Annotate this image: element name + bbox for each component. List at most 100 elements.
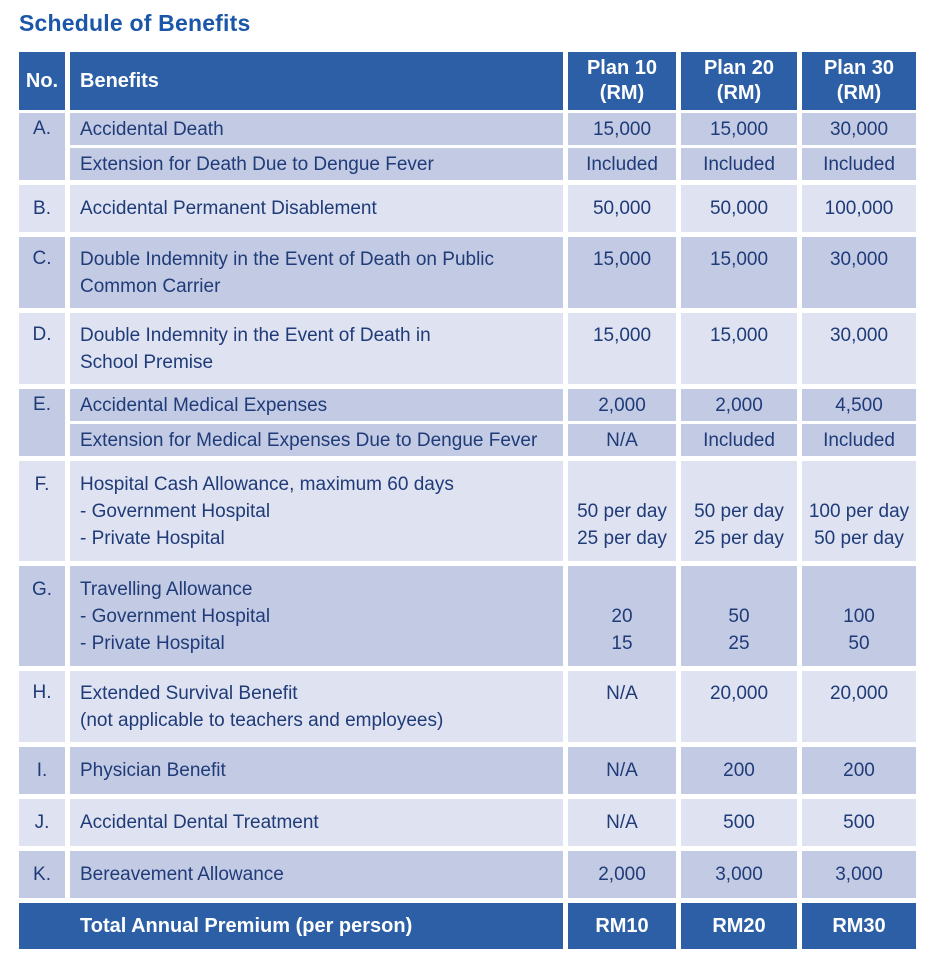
value-cell-plan30: 100 per day 50 per day (802, 461, 916, 561)
value-text: 25 per day (577, 527, 667, 549)
value-text: Included (703, 429, 775, 451)
benefit-text: Physician Benefit (80, 760, 226, 781)
value-text: 15,000 (709, 248, 769, 270)
benefit-text: Accidental Dental Treatment (80, 812, 319, 833)
benefit-text: Hospital Cash Allowance, maximum 60 days (80, 473, 454, 495)
benefit-row: Double Indemnity in the Event of Death o… (70, 237, 916, 308)
value-cell-plan20: 3,000 (681, 851, 797, 898)
value-text (802, 576, 916, 603)
value-text (681, 349, 797, 376)
value-cell-plan30: 30,000 (802, 113, 916, 145)
value-text: 30,000 (829, 248, 889, 270)
benefit-row: Accidental Death 15,000 15,000 30,000 (70, 113, 916, 145)
row-group-k: K. Bereavement Allowance 2,000 3,000 3,000 (19, 851, 916, 898)
row-letter-cell: E. (19, 389, 65, 456)
value-cell-plan20: 50 25 (681, 566, 797, 666)
benefits-table: No. Benefits Plan 10 (RM) Plan 20 (RM) Plan … (19, 52, 916, 949)
benefit-text: Bereavement Allowance (80, 864, 284, 885)
benefit-text: (not applicable to teachers and employee… (80, 709, 444, 731)
row-letter-cell: D. (19, 313, 65, 384)
row-letter: D. (32, 324, 52, 345)
value-text (681, 576, 797, 603)
benefit-row: Extended Survival Benefit (not applicable… (70, 671, 916, 742)
value-text: 2,000 (598, 864, 646, 885)
total-value-plan10: RM10 (568, 903, 676, 949)
value-text: Included (703, 153, 775, 175)
header-plan-text: (RM) (836, 82, 882, 104)
value-cell-plan30: 500 (802, 799, 916, 846)
row-letter: H. (32, 682, 52, 703)
value-text: 25 (728, 632, 750, 654)
value-cell-plan10: N/A (568, 799, 676, 846)
value-text: 50 per day (577, 500, 667, 522)
value-text: 50 per day (694, 500, 784, 522)
total-value-plan20: RM20 (681, 903, 797, 949)
header-benefits-text: Benefits (80, 69, 159, 92)
value-cell-plan20: Included (681, 424, 797, 456)
group-rows: Double Indemnity in the Event of Death o… (70, 237, 916, 308)
value-text: 200 (843, 760, 875, 781)
value-text: 15,000 (592, 248, 652, 270)
table-header-row: No. Benefits Plan 10 (RM) Plan 20 (RM) Plan … (19, 52, 916, 110)
total-row: Total Annual Premium (per person) RM10 RM… (19, 903, 916, 949)
value-cell-plan20: 50 per day 25 per day (681, 461, 797, 561)
benefit-text: Extended Survival Benefit (80, 682, 298, 704)
value-text: 15 (611, 632, 633, 654)
value-text: 100 per day (808, 500, 910, 522)
benefit-cell: Physician Benefit (70, 747, 563, 794)
group-rows: Physician Benefit N/A 200 200 (70, 747, 916, 794)
value-text: 50,000 (592, 198, 652, 219)
row-group-j: J. Accidental Dental Treatment N/A 500 500 (19, 799, 916, 846)
group-rows: Accidental Permanent Disablement 50,000 50… (70, 185, 916, 232)
value-cell-plan10: 15,000 (568, 237, 676, 308)
row-group-c: C. Double Indemnity in the Event of Death… (19, 237, 916, 308)
value-cell-plan10: 15,000 (568, 313, 676, 384)
header-benefits: Benefits (70, 52, 563, 110)
group-rows: Travelling Allowance - Government Hospita… (70, 566, 916, 666)
benefit-cell: Bereavement Allowance (70, 851, 563, 898)
benefit-row: Extension for Medical Expenses Due to De… (70, 424, 916, 456)
value-cell-plan20: Included (681, 148, 797, 180)
benefit-cell: Accidental Permanent Disablement (70, 185, 563, 232)
benefit-cell: Hospital Cash Allowance, maximum 60 days… (70, 461, 563, 561)
row-letter-cell: B. (19, 185, 65, 232)
value-cell-plan10: 50,000 (568, 185, 676, 232)
row-group-g: G. Travelling Allowance - Government Hospi… (19, 566, 916, 666)
benefit-text: School Premise (80, 351, 214, 373)
row-letter-cell: I. (19, 747, 65, 794)
benefit-row: Physician Benefit N/A 200 200 (70, 747, 916, 794)
value-cell-plan10: 2,000 (568, 851, 676, 898)
value-cell-plan20: 20,000 (681, 671, 797, 742)
value-cell-plan10: N/A (568, 424, 676, 456)
value-text: 2,000 (715, 394, 763, 416)
value-text: N/A (606, 682, 638, 704)
value-text: Included (586, 153, 658, 175)
value-cell-plan10: N/A (568, 671, 676, 742)
group-rows: Double Indemnity in the Event of Death i… (70, 313, 916, 384)
value-text: 15,000 (709, 118, 769, 140)
row-letter-cell: C. (19, 237, 65, 308)
value-text (568, 273, 676, 300)
value-text: 50 (728, 605, 750, 627)
row-letter-cell: K. (19, 851, 65, 898)
row-group-i: I. Physician Benefit N/A 200 200 (19, 747, 916, 794)
benefit-row: Extension for Death Due to Dengue Fever I… (70, 148, 916, 180)
header-no: No. (19, 52, 65, 110)
row-letter: A. (33, 118, 51, 139)
value-cell-plan10: 50 per day 25 per day (568, 461, 676, 561)
value-cell-plan10: 20 15 (568, 566, 676, 666)
row-letter: J. (34, 812, 50, 833)
value-cell-plan10: N/A (568, 747, 676, 794)
benefit-text: Accidental Death (80, 118, 224, 140)
value-text: 2,000 (598, 394, 646, 416)
value-text: Included (823, 153, 895, 175)
value-text (568, 576, 676, 603)
benefit-text: - Government Hospital (80, 500, 271, 522)
value-text: N/A (606, 429, 638, 451)
row-letter-cell: G. (19, 566, 65, 666)
value-text (802, 707, 916, 734)
benefit-cell: Extended Survival Benefit (not applicable… (70, 671, 563, 742)
value-cell-plan30: 3,000 (802, 851, 916, 898)
header-plan-20: Plan 20 (RM) (681, 52, 797, 110)
